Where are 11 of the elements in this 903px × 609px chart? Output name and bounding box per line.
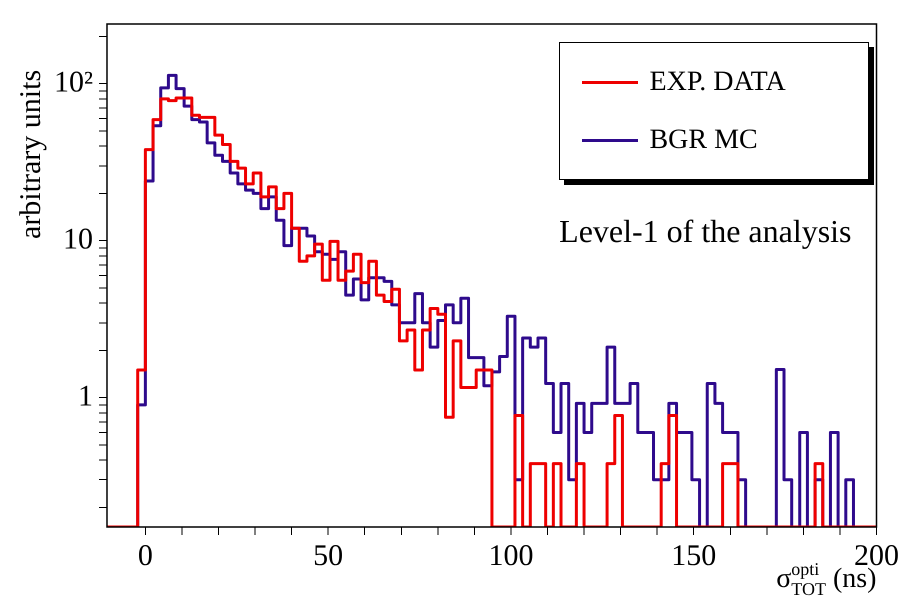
y-axis-title: arbitrary units — [14, 70, 47, 239]
x-tick-label: 0 — [138, 538, 153, 572]
x-tick-label: 150 — [671, 538, 716, 572]
legend-label: BGR MC — [650, 124, 758, 156]
y-tick-label: 10 — [62, 222, 93, 256]
y-tick-label: 1 — [78, 380, 93, 413]
x-tick-label: 50 — [313, 538, 344, 572]
annotation: Level-1 of the analysis — [559, 213, 852, 249]
y-tick-label: 10² — [54, 66, 93, 99]
legend-label: EXP. DATA — [650, 66, 786, 98]
x-tick-label: 100 — [488, 538, 534, 572]
